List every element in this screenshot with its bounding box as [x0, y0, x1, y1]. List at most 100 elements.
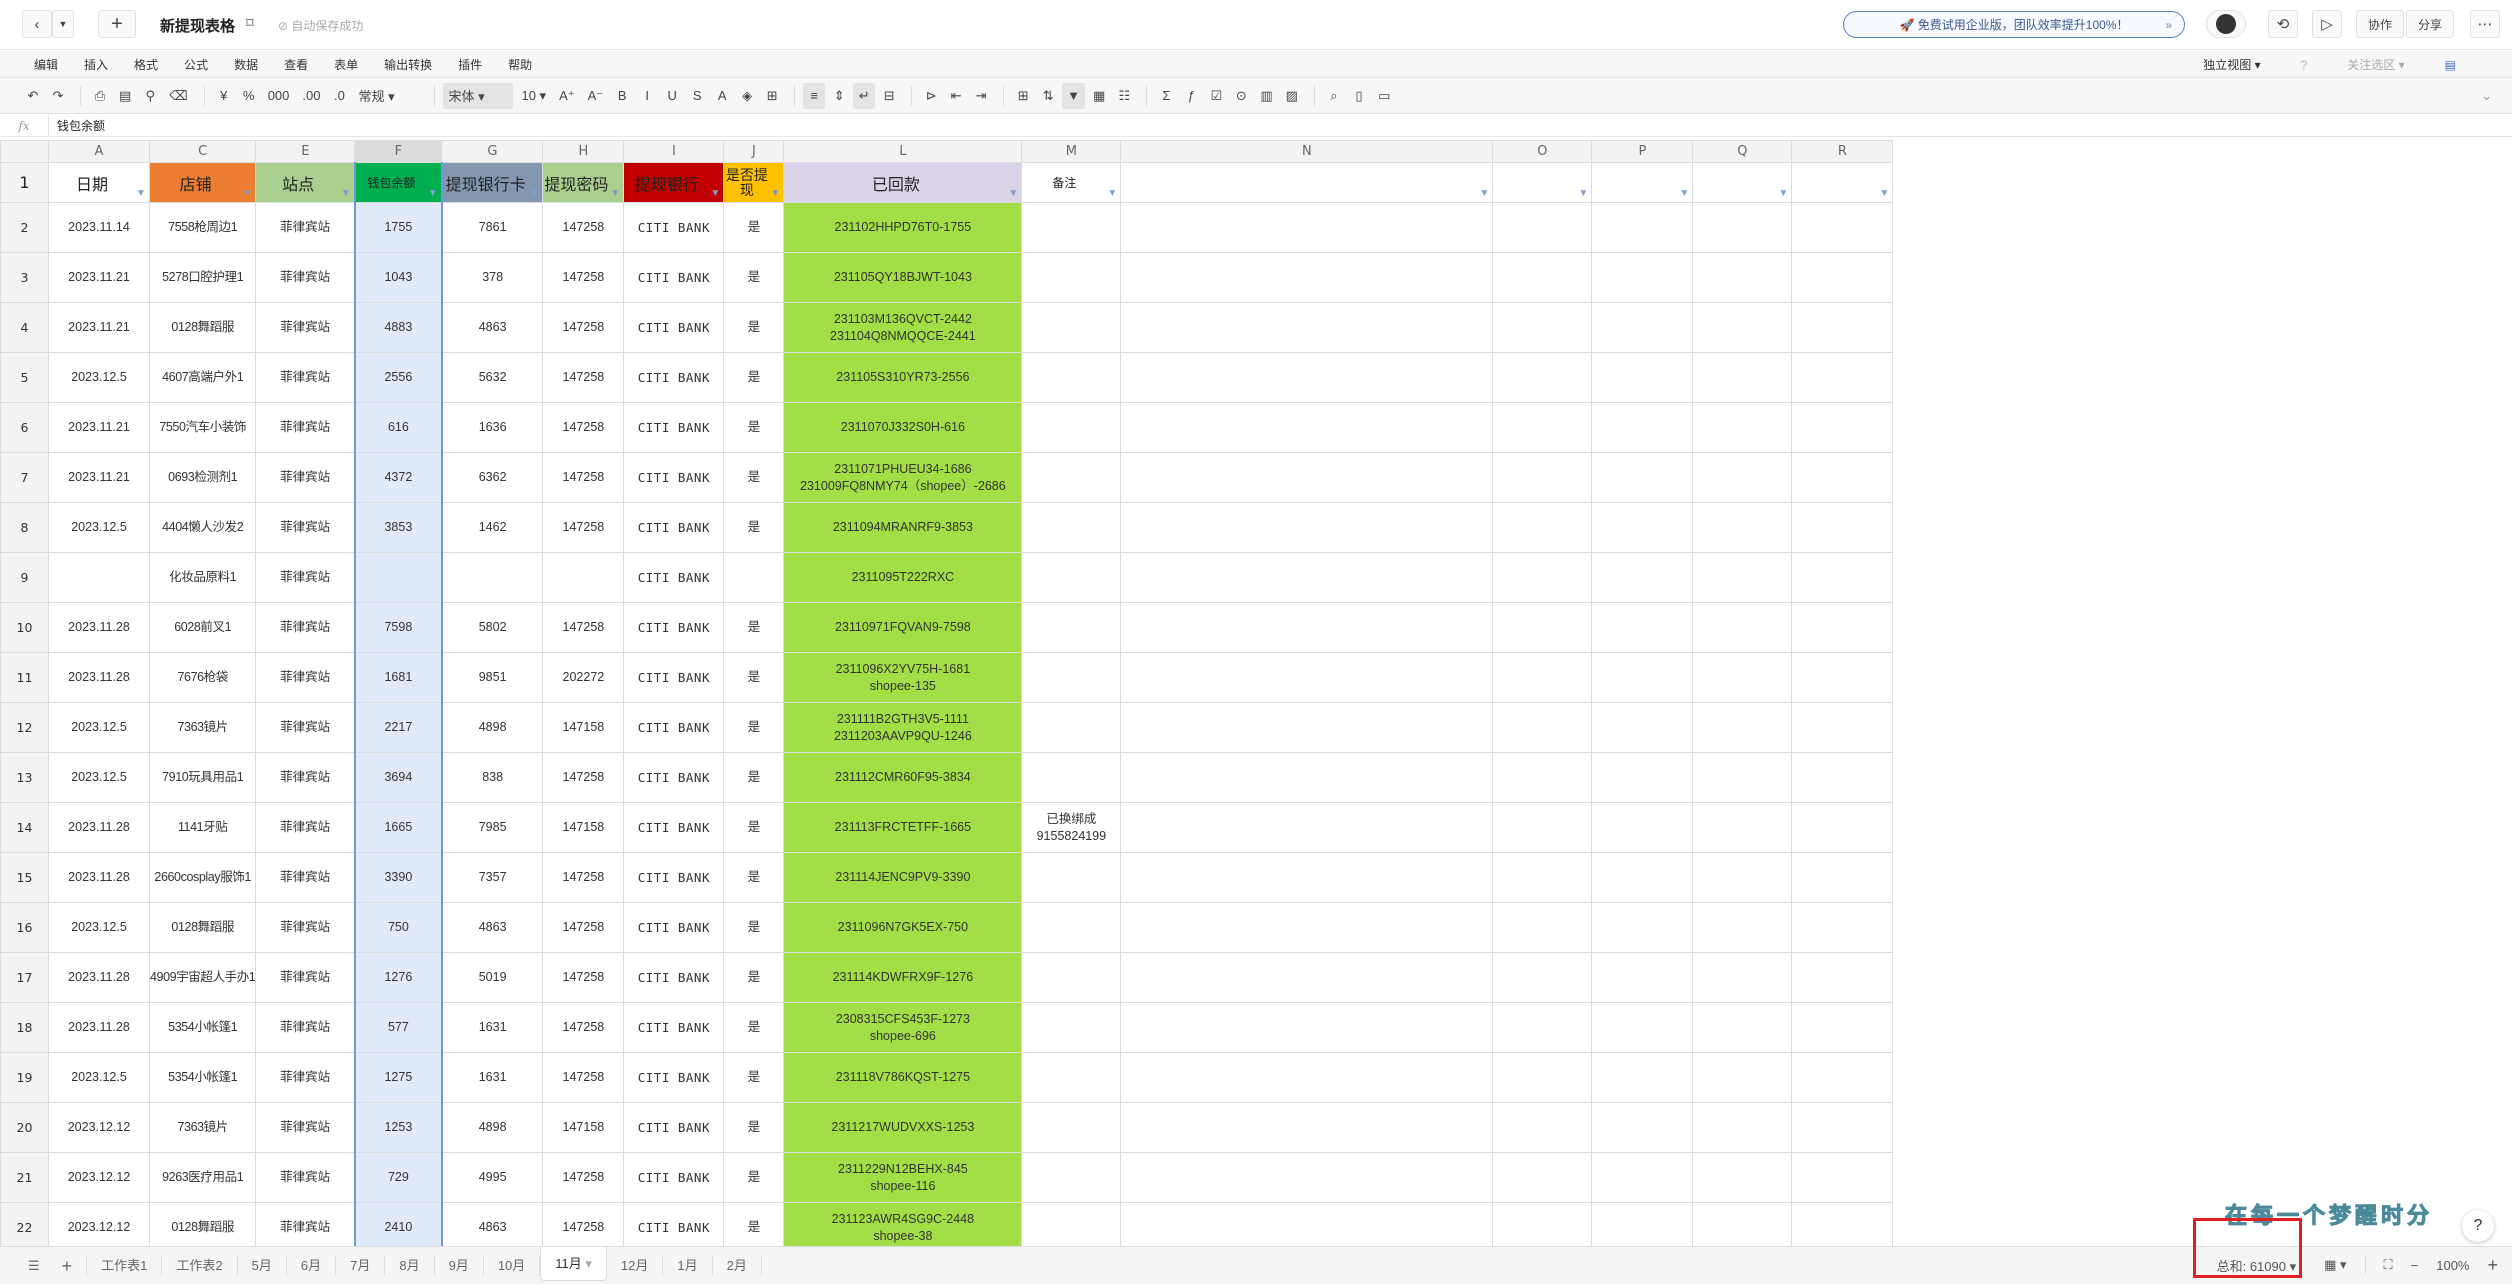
- fit-screen-icon[interactable]: ⛶: [2383, 1257, 2393, 1272]
- filter-icon[interactable]: ▼: [1578, 188, 1589, 199]
- empty-cell[interactable]: [1791, 652, 1894, 703]
- empty-cell[interactable]: [1120, 1202, 1494, 1246]
- wallet-balance-cell[interactable]: 1275: [353, 1052, 443, 1103]
- bank-card-cell[interactable]: 7985: [441, 802, 544, 853]
- empty-cell[interactable]: [1692, 252, 1793, 303]
- empty-cell[interactable]: [1692, 302, 1793, 353]
- eraser-icon[interactable]: ⌫: [169, 87, 188, 103]
- paid-cell[interactable]: 231114JENC9PV9-3390: [783, 852, 1023, 903]
- header-cell[interactable]: ▼: [1692, 162, 1793, 203]
- empty-cell[interactable]: [1791, 452, 1894, 503]
- empty-cell[interactable]: [1120, 302, 1494, 353]
- empty-cell[interactable]: [1120, 402, 1494, 453]
- menu-item[interactable]: 输出转换: [384, 57, 433, 72]
- date-cell[interactable]: 2023.12.5: [48, 352, 150, 403]
- find-icon[interactable]: ⌕: [1330, 87, 1338, 103]
- header-cell[interactable]: 备注 ▼: [1021, 162, 1122, 203]
- bank-card-cell[interactable]: 1636: [441, 402, 544, 453]
- sheet-tab[interactable]: 10月: [484, 1255, 541, 1276]
- toolbar-button[interactable]: 宋体 ▾: [443, 82, 514, 109]
- withdrawn-cell[interactable]: 是: [723, 1002, 785, 1053]
- withdrawn-cell[interactable]: 是: [723, 452, 785, 503]
- wallet-balance-cell[interactable]: 1755: [353, 202, 443, 253]
- empty-cell[interactable]: [1791, 202, 1894, 253]
- empty-cell[interactable]: [1791, 1152, 1894, 1203]
- date-cell[interactable]: 2023.11.28: [48, 802, 150, 853]
- site-cell[interactable]: 菲律宾站: [255, 452, 356, 503]
- bank-cell[interactable]: CITI BANK: [623, 602, 725, 653]
- date-cell[interactable]: 2023.12.12: [48, 1152, 150, 1203]
- empty-cell[interactable]: [1791, 952, 1894, 1003]
- paid-cell[interactable]: 231118V786KQST-1275: [783, 1052, 1023, 1103]
- empty-cell[interactable]: [1120, 552, 1494, 603]
- filter-icon[interactable]: ▼: [1679, 188, 1690, 199]
- note-cell[interactable]: [1021, 702, 1122, 753]
- empty-cell[interactable]: [1692, 1152, 1793, 1203]
- row-header[interactable]: 3: [0, 252, 49, 303]
- date-cell[interactable]: 2023.11.28: [48, 852, 150, 903]
- date-cell[interactable]: 2023.11.28: [48, 1002, 150, 1053]
- format-painter-icon[interactable]: ⚲: [145, 87, 156, 103]
- text-direction-icon[interactable]: ⊳: [925, 87, 937, 103]
- empty-cell[interactable]: [1692, 1202, 1793, 1246]
- paste-icon[interactable]: ▤: [119, 87, 132, 103]
- site-cell[interactable]: 菲律宾站: [255, 1102, 356, 1153]
- site-cell[interactable]: 菲律宾站: [255, 902, 356, 953]
- empty-cell[interactable]: [1492, 1152, 1593, 1203]
- empty-cell[interactable]: [1591, 602, 1694, 653]
- withdrawn-cell[interactable]: 是: [723, 352, 785, 403]
- toolbar-button[interactable]: 10 ▾: [521, 87, 547, 103]
- row-header[interactable]: 18: [0, 1002, 49, 1053]
- sum-readout[interactable]: 总和: 61090 ▾: [2216, 1258, 2297, 1274]
- row-header[interactable]: 9: [0, 552, 49, 603]
- toolbar-button[interactable]: I: [645, 88, 649, 103]
- empty-cell[interactable]: [1492, 302, 1593, 353]
- filter-icon[interactable]: ▼: [1107, 188, 1118, 199]
- withdrawn-cell[interactable]: 是: [723, 802, 785, 853]
- play-icon[interactable]: ▷: [2312, 10, 2342, 38]
- site-cell[interactable]: 菲律宾站: [255, 852, 356, 903]
- bank-card-cell[interactable]: 1631: [441, 1052, 544, 1103]
- column-header-E[interactable]: E: [255, 140, 356, 163]
- date-cell[interactable]: 2023.11.28: [48, 602, 150, 653]
- filter-icon[interactable]: ▼: [1062, 82, 1086, 109]
- focus-selection-menu[interactable]: 关注选区 ▾: [2347, 58, 2405, 72]
- row-header[interactable]: 1: [0, 162, 49, 203]
- shop-cell[interactable]: 5354小帐篷1: [148, 1002, 257, 1053]
- empty-cell[interactable]: [1492, 502, 1593, 553]
- checkbox-icon[interactable]: ☑: [1210, 87, 1223, 103]
- bank-card-cell[interactable]: 6362: [441, 452, 544, 503]
- shop-cell[interactable]: 7363镜片: [148, 1102, 257, 1153]
- empty-cell[interactable]: [1692, 1002, 1793, 1053]
- empty-cell[interactable]: [1791, 902, 1894, 953]
- empty-cell[interactable]: [1492, 602, 1593, 653]
- empty-cell[interactable]: [1120, 702, 1494, 753]
- wallet-balance-cell[interactable]: 750: [353, 902, 443, 953]
- sheet-tab[interactable]: 工作表2: [162, 1255, 238, 1276]
- wallet-balance-cell[interactable]: 3694: [353, 752, 443, 803]
- empty-cell[interactable]: [1791, 402, 1894, 453]
- date-cell[interactable]: 2023.12.12: [48, 1202, 150, 1246]
- sum-icon[interactable]: Σ: [1162, 88, 1171, 103]
- bank-cell[interactable]: CITI BANK: [623, 852, 725, 903]
- site-cell[interactable]: 菲律宾站: [255, 752, 356, 803]
- header-cell[interactable]: 日期 ▼: [48, 162, 150, 203]
- empty-cell[interactable]: [1692, 1052, 1793, 1103]
- empty-cell[interactable]: [1120, 902, 1494, 953]
- column-header-P[interactable]: P: [1591, 140, 1694, 163]
- wallet-balance-cell[interactable]: 1043: [353, 252, 443, 303]
- shop-cell[interactable]: 4607高端户外1: [148, 352, 257, 403]
- paid-cell[interactable]: 231105S310YR73-2556: [783, 352, 1023, 403]
- password-cell[interactable]: 147258: [542, 1202, 625, 1246]
- row-header[interactable]: 15: [0, 852, 49, 903]
- row-header[interactable]: 4: [0, 302, 49, 353]
- site-cell[interactable]: 菲律宾站: [255, 1202, 356, 1246]
- password-cell[interactable]: 147258: [542, 902, 625, 953]
- sheet-tab[interactable]: 6月: [287, 1255, 337, 1276]
- column-header-F[interactable]: F: [354, 140, 443, 163]
- bank-cell[interactable]: CITI BANK: [623, 252, 725, 303]
- date-cell[interactable]: 2023.12.5: [48, 752, 150, 803]
- collaborate-button[interactable]: 协作: [2356, 10, 2404, 38]
- empty-cell[interactable]: [1591, 902, 1694, 953]
- header-cell[interactable]: ▼: [1492, 162, 1593, 203]
